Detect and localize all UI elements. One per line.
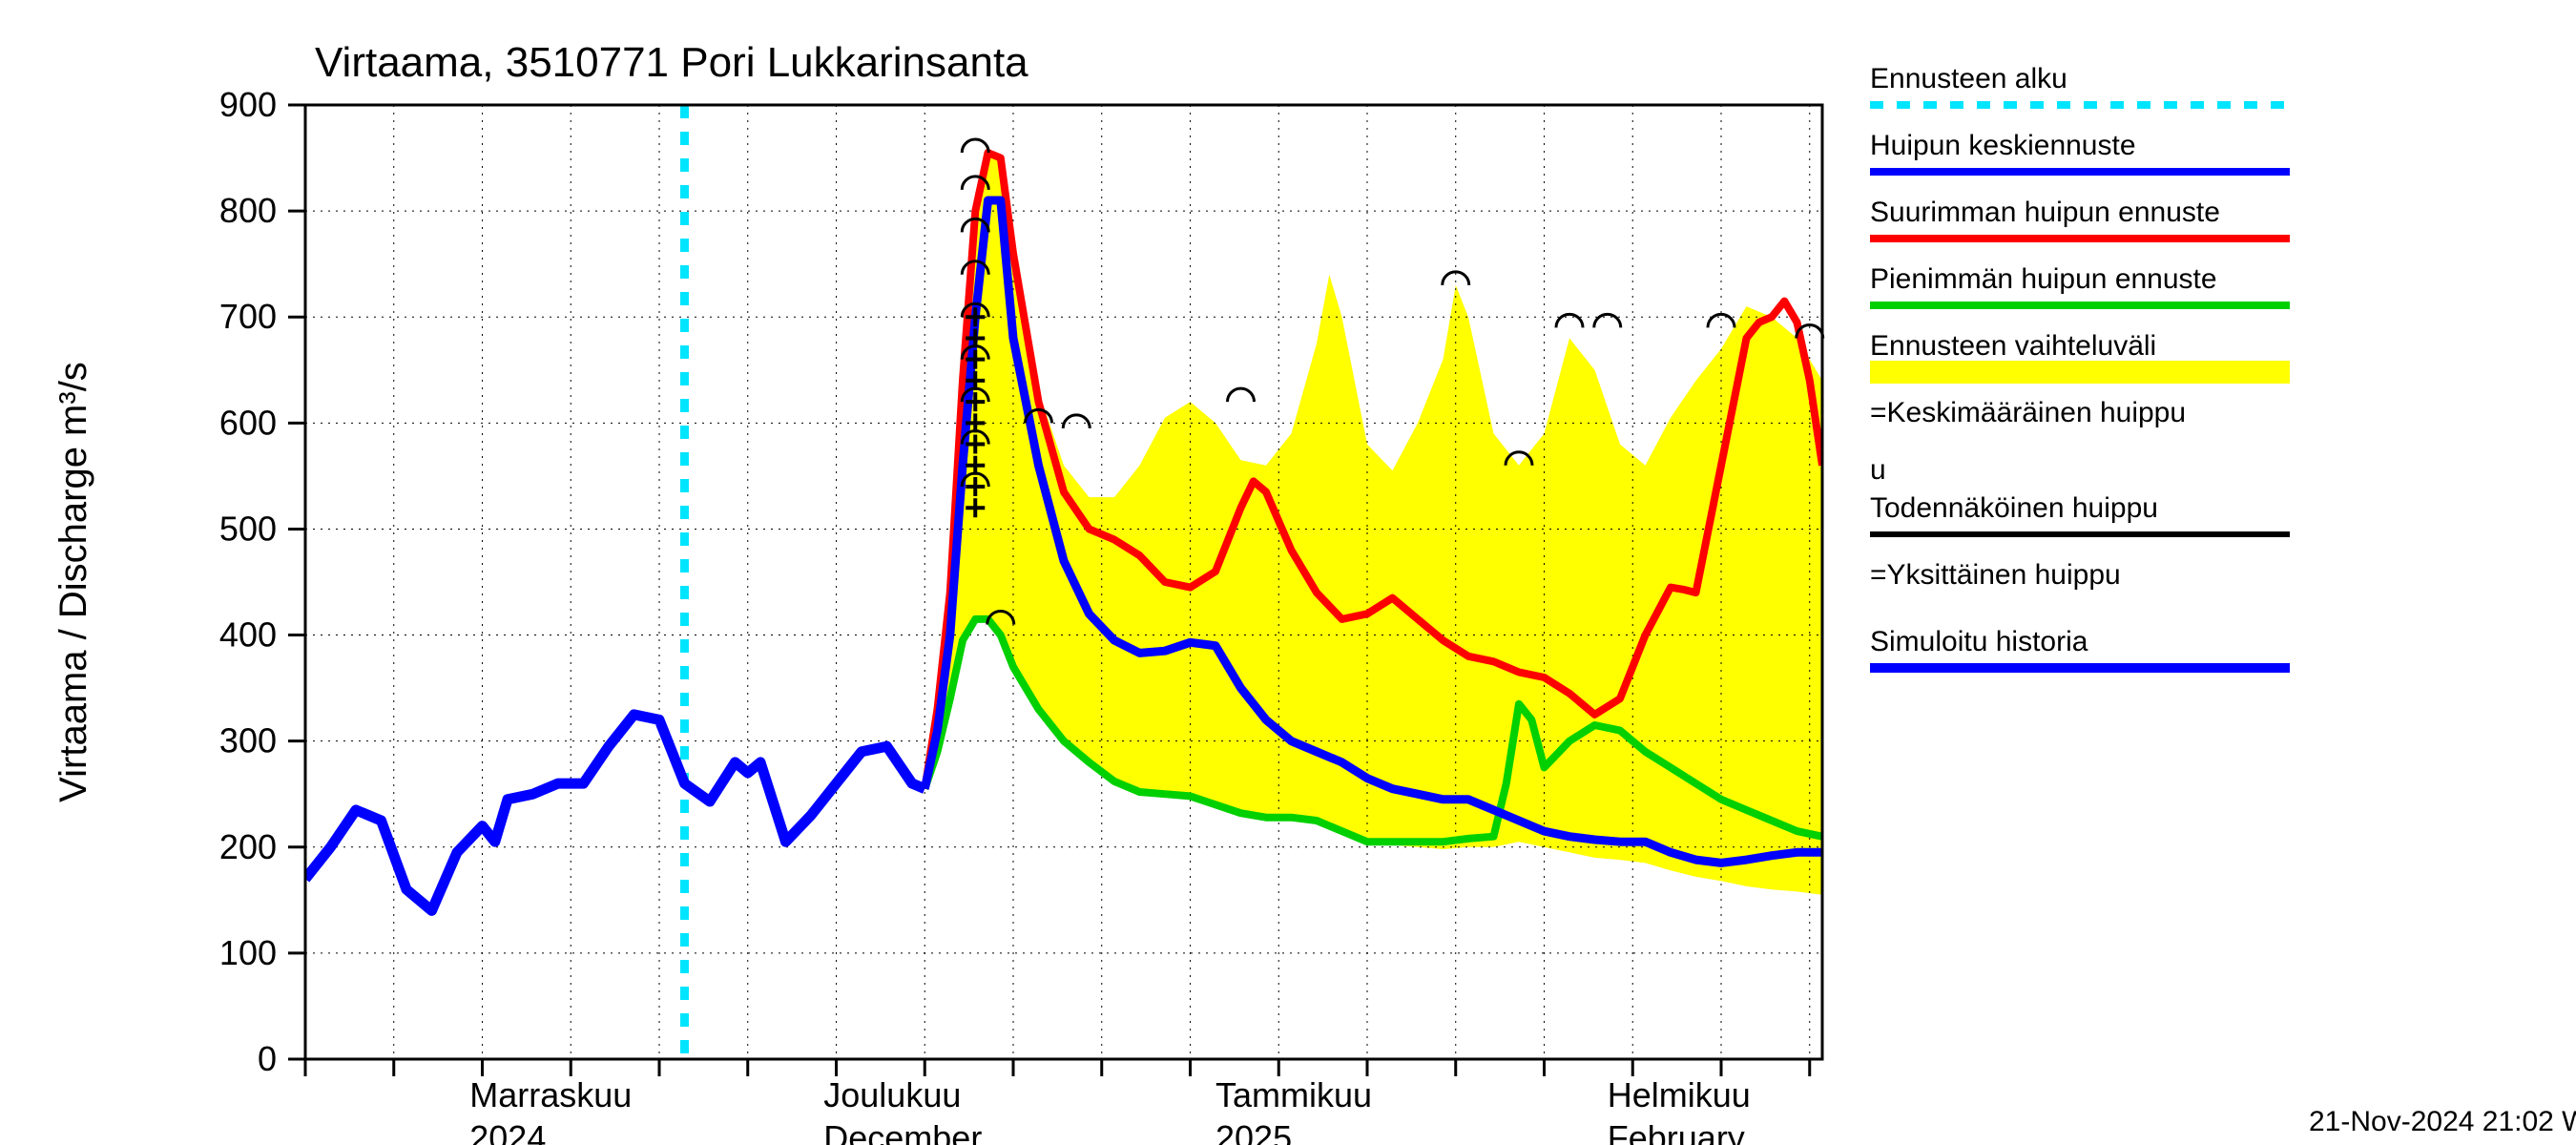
- x-month-sublabel: 2025: [1215, 1118, 1292, 1145]
- svg-text:200: 200: [219, 827, 277, 866]
- svg-text:u: u: [1870, 454, 1886, 486]
- svg-text:400: 400: [219, 615, 277, 655]
- legend-label: =Yksittäinen huippu: [1870, 559, 2121, 591]
- chart-container: 0 100 200 300 400 500 600 700 800 900 Marraskuu 202…: [0, 0, 2576, 1145]
- legend-swatch: [1870, 361, 2290, 384]
- svg-text:0: 0: [258, 1039, 277, 1078]
- legend-label: Simuloitu historia: [1870, 626, 2088, 657]
- legend-label: Todennäköinen huippu: [1870, 492, 2158, 524]
- y-axis-label: Virtaama / Discharge m³/s: [52, 362, 94, 802]
- svg-text:700: 700: [219, 297, 277, 336]
- x-month-label: Tammikuu: [1215, 1075, 1372, 1114]
- x-month-sublabel: 2024: [469, 1118, 546, 1145]
- svg-text:900: 900: [219, 85, 277, 124]
- chart-svg: 0 100 200 300 400 500 600 700 800 900 Marraskuu 202…: [0, 0, 2576, 1145]
- svg-text:500: 500: [219, 509, 277, 548]
- legend-label: Pienimmän huipun ennuste: [1870, 263, 2217, 295]
- svg-text:300: 300: [219, 721, 277, 760]
- legend-label: Ennusteen vaihteluväli: [1870, 330, 2156, 362]
- svg-text:600: 600: [219, 403, 277, 442]
- legend-label: Suurimman huipun ennuste: [1870, 197, 2220, 228]
- legend-label: Huipun keskiennuste: [1870, 130, 2136, 161]
- chart-footer: 21-Nov-2024 21:02 WSFS-O: [2309, 1106, 2576, 1137]
- legend-label: Ennusteen alku: [1870, 63, 2067, 94]
- svg-text:100: 100: [219, 933, 277, 972]
- x-month-sublabel: December: [823, 1118, 982, 1145]
- x-month-label: Joulukuu: [823, 1075, 961, 1114]
- chart-title: Virtaama, 3510771 Pori Lukkarinsanta: [315, 39, 1028, 86]
- svg-text:800: 800: [219, 191, 277, 230]
- x-month-label: Marraskuu: [469, 1075, 632, 1114]
- legend-label: =Keskimääräinen huippu: [1870, 397, 2186, 428]
- x-month-label: Helmikuu: [1608, 1075, 1751, 1114]
- x-month-sublabel: February: [1608, 1118, 1745, 1145]
